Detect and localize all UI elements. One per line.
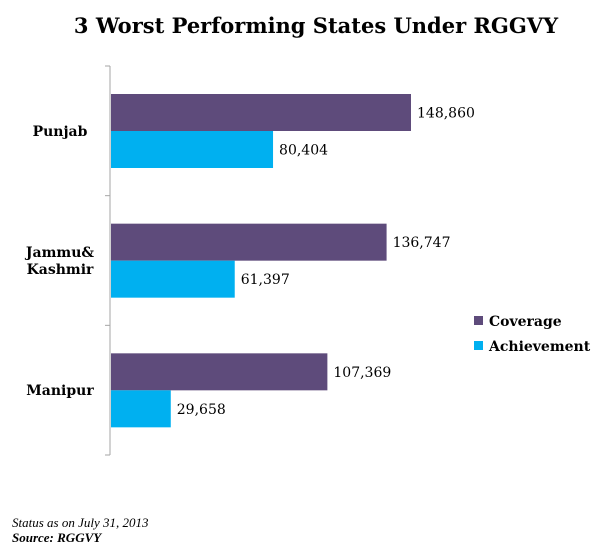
bar-coverage bbox=[111, 353, 328, 391]
legend-swatch-achievement bbox=[474, 341, 483, 350]
legend-label-coverage: Coverage bbox=[489, 314, 562, 330]
bar-achievement bbox=[111, 131, 274, 168]
bar-coverage bbox=[111, 223, 387, 261]
data-label: 80,404 bbox=[279, 143, 328, 159]
category-label-line: Jammu& bbox=[24, 245, 95, 261]
data-label: 136,747 bbox=[393, 235, 451, 251]
axis-layer bbox=[105, 65, 111, 456]
bar-achievement bbox=[111, 260, 235, 298]
data-label: 148,860 bbox=[417, 106, 475, 122]
category-label-line: Punjab bbox=[33, 124, 88, 140]
category-label: Jammu& Kashmir bbox=[24, 245, 95, 278]
category-label-line: Kashmir bbox=[27, 262, 94, 278]
category-label: Manipur bbox=[26, 383, 94, 399]
legend-swatch-coverage bbox=[474, 316, 483, 325]
legend: Coverage Achievement bbox=[474, 314, 591, 355]
legend-label-achievement: Achievement bbox=[488, 339, 591, 355]
data-label: 61,397 bbox=[241, 272, 290, 288]
labels-layer: Punjab 148,860 80,404 Jammu& Kashmir 136,747 6… bbox=[24, 106, 475, 418]
bars-layer bbox=[111, 94, 411, 428]
source-note: Source: RGGVY bbox=[12, 530, 102, 545]
bar-achievement bbox=[111, 390, 171, 428]
bar-coverage bbox=[111, 94, 411, 131]
category-label-line: Manipur bbox=[26, 383, 94, 399]
category-label: Punjab bbox=[33, 124, 88, 140]
chart-title: 3 Worst Performing States Under RGGVY bbox=[74, 13, 559, 38]
data-label: 29,658 bbox=[177, 402, 226, 418]
data-label: 107,369 bbox=[333, 365, 391, 381]
status-note: Status as on July 31, 2013 bbox=[12, 515, 149, 530]
